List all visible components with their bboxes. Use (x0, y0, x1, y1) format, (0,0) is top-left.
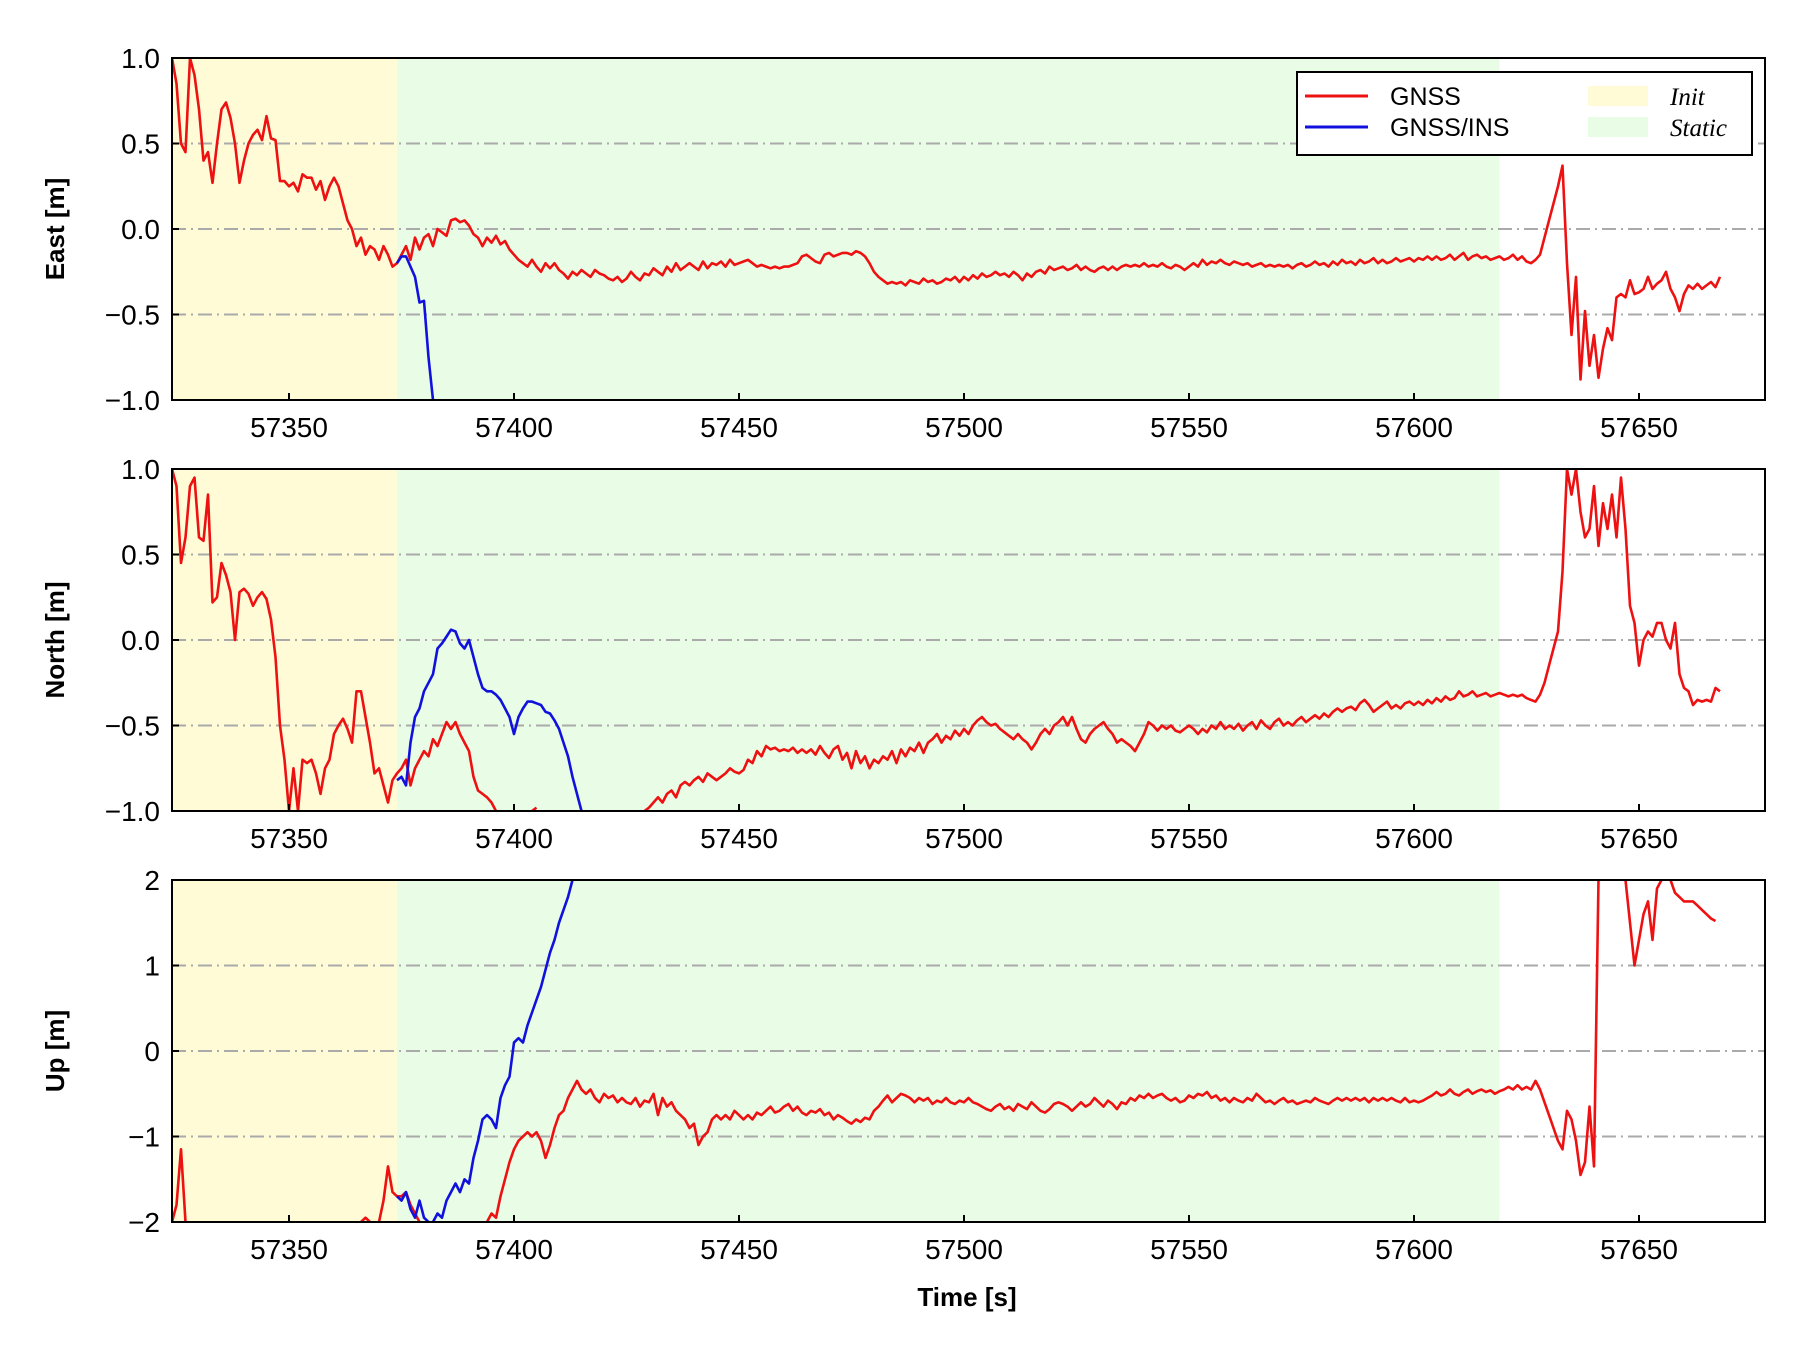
x-tick-label: 57650 (1600, 823, 1678, 854)
legend-box (1296, 71, 1753, 156)
x-tick-label: 57400 (475, 1234, 553, 1265)
legend: GNSS GNSS/INS Init Static (1296, 71, 1753, 156)
y-tick-label: 1.0 (121, 454, 160, 485)
series-line-gnss (1669, 880, 1717, 923)
x-axis-label: Time [s] (917, 1282, 1016, 1312)
y-tick-label: 0.5 (121, 540, 160, 571)
y-tick-label: 0.0 (121, 625, 160, 656)
series-line-gnss (485, 880, 1600, 1222)
y-tick-label: 0.0 (121, 214, 160, 245)
series-group (172, 880, 1717, 1222)
y-tick-label: −0.5 (105, 300, 160, 331)
x-tick-label: 57550 (1150, 823, 1228, 854)
series-line-gnss (643, 469, 1721, 811)
x-tick-label: 57350 (250, 412, 328, 443)
legend-label: Static (1670, 115, 1727, 142)
legend-region-swatch (1588, 117, 1648, 137)
x-tick-label: 57500 (925, 1234, 1003, 1265)
x-tick-label: 57500 (925, 823, 1003, 854)
series-line-gnss-ins (396, 628, 583, 811)
y-tick-label: 0 (144, 1036, 160, 1067)
x-tick-label: 57450 (700, 823, 778, 854)
y-tick-label: 2 (144, 865, 160, 896)
legend-label: Init (1669, 84, 1706, 111)
series-line-gnss-ins (395, 255, 435, 400)
series-line-gnss (172, 58, 1722, 381)
x-tick-label: 57450 (700, 412, 778, 443)
x-tick-label: 57400 (475, 823, 553, 854)
series-line-gnss-ins (431, 880, 574, 1222)
x-tick-label: 57550 (1150, 1234, 1228, 1265)
y-tick-label: 1.0 (121, 43, 160, 74)
x-tick-label: 57350 (250, 823, 328, 854)
series-group (172, 469, 1721, 811)
x-tick-label: 57600 (1375, 412, 1453, 443)
legend-label: GNSS (1390, 83, 1461, 111)
y-tick-label: −2 (128, 1207, 160, 1238)
panel-up: −2 −1 0 1 2 57350 57400 57450 57500 57550 57600 576… (40, 865, 1766, 1265)
series-line-gnss (172, 1148, 187, 1222)
y-axis-label: North [m] (40, 582, 70, 699)
x-tick-label: 57450 (700, 1234, 778, 1265)
x-tick-label: 57650 (1600, 1234, 1678, 1265)
y-tick-label: 1 (144, 951, 160, 982)
y-tick-label: −1 (128, 1122, 160, 1153)
x-tick-label: 57350 (250, 1234, 328, 1265)
x-tick-label: 57500 (925, 412, 1003, 443)
x-tick-label: 57600 (1375, 1234, 1453, 1265)
x-tick-label: 57400 (475, 412, 553, 443)
region-static (397, 469, 1500, 811)
legend-region-swatch (1588, 86, 1648, 106)
y-tick-label: −1.0 (105, 385, 160, 416)
series-group (172, 58, 1722, 400)
y-tick-label: −0.5 (105, 711, 160, 742)
y-axis-label: Up [m] (40, 1010, 70, 1092)
y-tick-label: 0.5 (121, 129, 160, 160)
panel-north: −1.0 −0.5 0.0 0.5 1.0 57350 57400 57450 57500 575… (40, 454, 1766, 854)
y-tick-label: −1.0 (105, 796, 160, 827)
series-line-gnss (1624, 880, 1663, 967)
region-static (397, 880, 1500, 1222)
y-axis-label: East [m] (40, 178, 70, 281)
x-tick-label: 57650 (1600, 412, 1678, 443)
x-tick-label: 57600 (1375, 823, 1453, 854)
series-line-gnss (172, 469, 498, 811)
legend-label: GNSS/INS (1390, 114, 1509, 142)
series-line-gnss (360, 1216, 371, 1222)
x-tick-label: 57550 (1150, 412, 1228, 443)
series-line-gnss-ins (396, 1190, 430, 1222)
series-line-gnss (377, 1165, 421, 1222)
